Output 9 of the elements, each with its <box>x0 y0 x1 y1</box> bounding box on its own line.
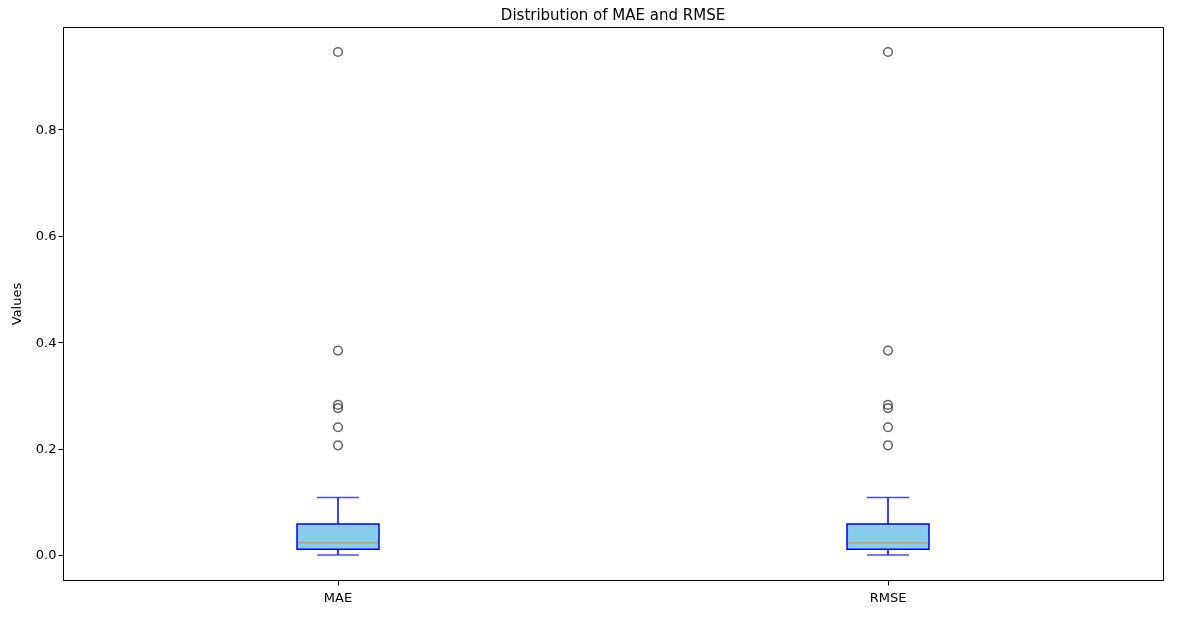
y-tick-label: 0.6 <box>35 228 57 244</box>
chart-title: Distribution of MAE and RMSE <box>500 6 726 24</box>
y-axis-title: Values <box>8 282 24 326</box>
x-tick-label: MAE <box>323 589 353 605</box>
y-tick-label: 0.4 <box>35 334 57 350</box>
y-tick-label: 0.8 <box>35 121 57 137</box>
y-tick-label: 0.0 <box>35 547 57 563</box>
y-tick-label: 0.2 <box>35 441 57 457</box>
x-tick-label: RMSE <box>869 589 907 605</box>
